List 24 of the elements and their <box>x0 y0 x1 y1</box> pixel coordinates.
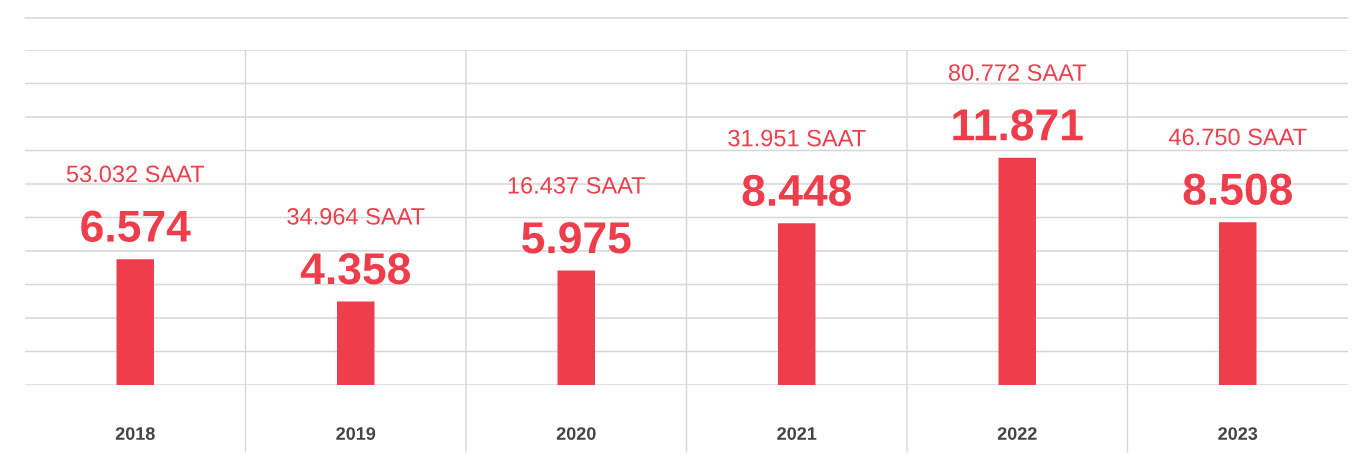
x-tick-label: 2021 <box>777 427 817 440</box>
bar <box>116 259 154 385</box>
x-tick-label: 2023 <box>1218 427 1258 440</box>
data-label: 8.508 <box>1183 173 1292 206</box>
data-label: 4.358 <box>300 252 410 285</box>
annotation: 80.772 SAAT <box>948 64 1087 81</box>
annotation: 31.951 SAAT <box>728 129 866 147</box>
data-label: 8.448 <box>742 174 851 207</box>
data-label: 5.975 <box>522 222 631 254</box>
data-label: 6.574 <box>81 210 191 243</box>
bar <box>778 223 816 385</box>
x-tick-label: 2022 <box>997 427 1037 440</box>
bar <box>557 270 595 385</box>
annotation: 34.964 SAAT <box>287 207 425 225</box>
x-tick-label: 2020 <box>556 427 596 440</box>
bar <box>1219 222 1257 385</box>
annotation: 16.437 SAAT <box>508 177 646 194</box>
bar <box>998 157 1036 385</box>
annotation: 53.032 SAAT <box>66 165 205 183</box>
bar <box>337 301 375 385</box>
data-label: 11.871 <box>953 109 1083 141</box>
x-tick-label: 2019 <box>336 427 376 440</box>
annotation: 46.750 SAAT <box>1168 128 1307 146</box>
x-tick-label: 2018 <box>115 427 155 440</box>
